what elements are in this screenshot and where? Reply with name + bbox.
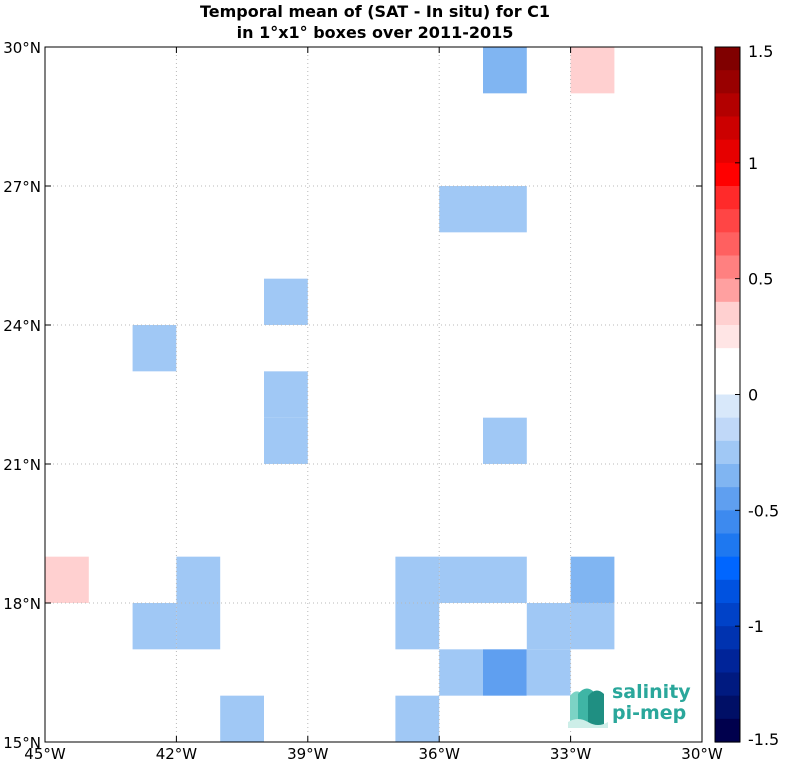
heatmap-cell bbox=[483, 556, 527, 603]
heatmap-cell bbox=[395, 603, 440, 650]
colorbar-segment bbox=[715, 672, 740, 697]
heatmap-cell bbox=[570, 603, 615, 650]
y-tick-label: 15°N bbox=[3, 734, 41, 752]
heatmap-cell bbox=[439, 556, 483, 603]
colorbar-tick-label: 1 bbox=[748, 154, 758, 173]
heatmap-cell bbox=[439, 186, 483, 233]
y-tick-label: 21°N bbox=[3, 456, 41, 474]
y-tick-label: 24°N bbox=[3, 317, 41, 335]
colorbar-segment bbox=[715, 603, 740, 627]
colorbar-segment bbox=[715, 232, 740, 257]
heatmap-cell bbox=[351, 649, 396, 696]
salinity-pi-mep-logo: salinity pi-mep bbox=[566, 682, 696, 730]
heatmap-cell bbox=[570, 464, 615, 511]
logo-text-salinity: salinity bbox=[612, 681, 691, 703]
colorbar-segment bbox=[715, 718, 740, 743]
colorbar-segment bbox=[715, 186, 740, 210]
x-tick-label: 45°W bbox=[24, 745, 66, 763]
colorbar-tick-label: 0 bbox=[748, 386, 758, 405]
heatmap-cell bbox=[526, 649, 571, 696]
colorbar-tick-label: 0.5 bbox=[748, 270, 773, 289]
heatmap-cell bbox=[264, 371, 308, 418]
plot-frame bbox=[44, 46, 703, 743]
colorbar-segment bbox=[715, 556, 740, 581]
x-tick-label: 30°W bbox=[681, 745, 723, 763]
chart-subtitle: in 1°x1° boxes over 2011-2015 bbox=[237, 23, 514, 42]
heatmap-cell bbox=[570, 556, 615, 603]
heatmap-cell bbox=[483, 417, 527, 464]
colorbar-segment bbox=[715, 394, 740, 419]
heatmap-cell bbox=[439, 649, 483, 696]
heatmap-cell bbox=[264, 278, 308, 325]
heatmap-cell bbox=[395, 556, 440, 603]
heatmap-cell bbox=[483, 649, 527, 696]
heatmap-cells bbox=[45, 47, 702, 742]
wave-logo-icon bbox=[568, 688, 608, 728]
x-tick-label: 39°W bbox=[287, 745, 329, 763]
colorbar-segment bbox=[715, 47, 740, 71]
colorbar-segment bbox=[715, 371, 740, 396]
colorbar-tick-label: -0.5 bbox=[748, 501, 779, 520]
heatmap-cell bbox=[45, 556, 89, 603]
heatmap-cell bbox=[264, 417, 308, 464]
colorbar-segment bbox=[715, 348, 740, 372]
heatmap-cell bbox=[483, 47, 527, 94]
heatmap-cell bbox=[614, 417, 659, 464]
colorbar-segment bbox=[715, 255, 740, 280]
heatmap-cell bbox=[176, 603, 221, 650]
colorbar-segment bbox=[715, 533, 740, 558]
heatmap-cell bbox=[176, 556, 221, 603]
heatmap-cell bbox=[220, 695, 264, 742]
colorbar-segment bbox=[715, 417, 740, 442]
colorbar-segment bbox=[715, 209, 740, 233]
colorbar-segment bbox=[715, 325, 740, 349]
heatmap-cell bbox=[351, 603, 396, 650]
heatmap-cell bbox=[395, 695, 440, 742]
colorbar-tick-label: -1.5 bbox=[748, 730, 779, 749]
colorbar-tick-label: -1 bbox=[748, 617, 764, 636]
colorbar-segment bbox=[715, 440, 740, 465]
heatmap-cell bbox=[526, 695, 571, 742]
heatmap-cell bbox=[351, 556, 396, 603]
x-tick-label: 33°W bbox=[550, 745, 592, 763]
colorbar-segment bbox=[715, 139, 740, 164]
chart-title: Temporal mean of (SAT - In situ) for C1 bbox=[200, 2, 550, 21]
heatmap-cell bbox=[264, 649, 308, 696]
heatmap-cell bbox=[307, 93, 352, 140]
y-axis: 15°N 18°N 21°N 24°N 27°N 30°N bbox=[3, 39, 702, 752]
colorbar-segment bbox=[715, 510, 740, 535]
colorbar-segment bbox=[715, 649, 740, 674]
heatmap-cell bbox=[132, 325, 177, 372]
heatmap-cell bbox=[570, 47, 615, 94]
y-tick-label: 27°N bbox=[3, 178, 41, 196]
x-axis: 45°W 42°W 39°W 36°W 33°W 30°W bbox=[24, 47, 723, 763]
colorbar-segment bbox=[715, 93, 740, 118]
colorbar-segment bbox=[715, 695, 740, 720]
heatmap-cell bbox=[264, 510, 308, 557]
colorbar-segment bbox=[715, 162, 740, 187]
y-tick-label: 30°N bbox=[3, 39, 41, 57]
colorbar-segment bbox=[715, 70, 740, 94]
colorbar-tick-label: 1.5 bbox=[748, 42, 773, 61]
heatmap-cell bbox=[526, 603, 571, 650]
logo-text-pi-mep: pi-mep bbox=[612, 702, 687, 724]
heatmap-cell bbox=[483, 186, 527, 233]
colorbar-segment bbox=[715, 579, 740, 604]
x-tick-label: 36°W bbox=[418, 745, 460, 763]
colorbar-segment bbox=[715, 301, 740, 326]
colorbar-segment bbox=[715, 626, 740, 650]
colorbar-segment bbox=[715, 487, 740, 511]
heatmap-cell bbox=[658, 93, 702, 140]
colorbar: 1.5 1 0.5 0 -0.5 -1 -1.5 bbox=[714, 42, 779, 749]
colorbar-segment bbox=[715, 116, 740, 141]
heatmap-cell bbox=[264, 603, 308, 650]
colorbar-segment bbox=[715, 278, 740, 303]
x-tick-label: 42°W bbox=[156, 745, 198, 763]
heatmap-cell bbox=[132, 603, 177, 650]
y-tick-label: 18°N bbox=[3, 595, 41, 613]
heatmap-cell bbox=[176, 325, 221, 372]
colorbar-segment bbox=[715, 464, 740, 488]
